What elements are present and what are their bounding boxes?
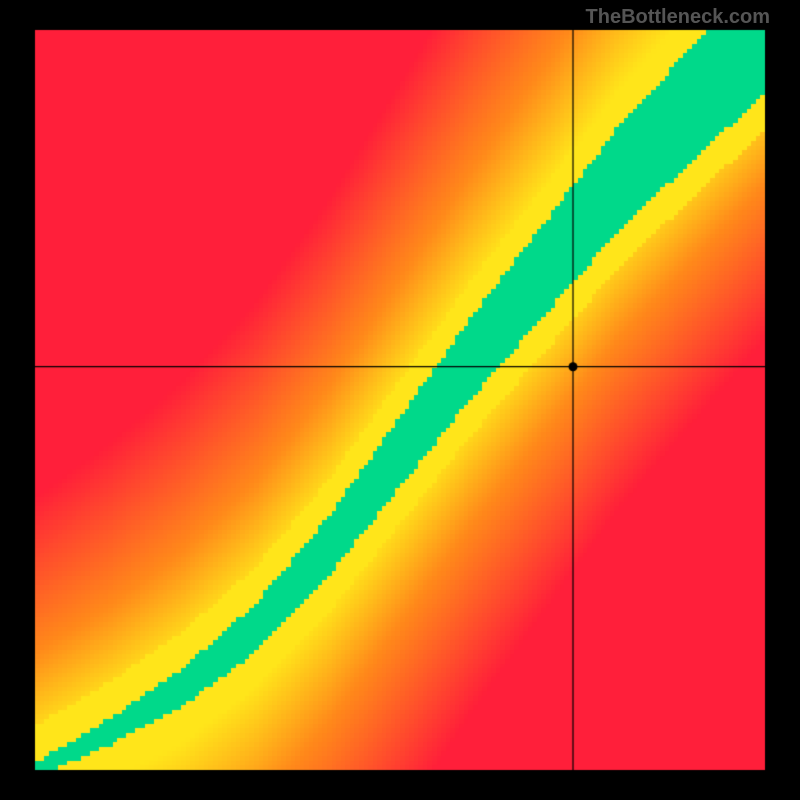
heatmap-plot xyxy=(0,0,800,800)
chart-container: TheBottleneck.com xyxy=(0,0,800,800)
watermark-text: TheBottleneck.com xyxy=(586,6,770,29)
